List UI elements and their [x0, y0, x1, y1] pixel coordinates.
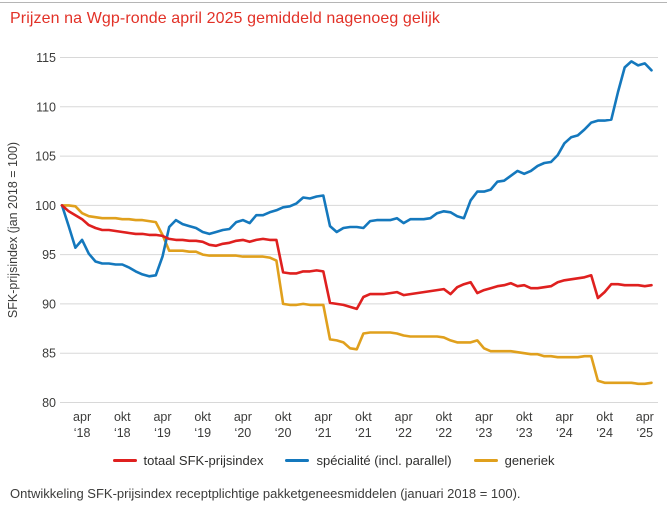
x-tick-label: okt	[435, 410, 452, 424]
x-tick-label: okt	[516, 410, 533, 424]
x-tick-label: ‘19	[194, 426, 211, 440]
x-tick-label: okt	[114, 410, 131, 424]
y-tick-label: 115	[36, 51, 56, 65]
y-tick-label: 105	[35, 150, 56, 164]
top-divider	[0, 2, 667, 3]
x-tick-label: ‘25	[636, 426, 653, 440]
x-tick-label: okt	[596, 410, 613, 424]
x-tick-label: ‘20	[235, 426, 252, 440]
y-tick-label: 95	[42, 248, 56, 262]
x-tick-label: ‘18	[74, 426, 91, 440]
x-tick-label: okt	[275, 410, 292, 424]
y-tick-label: 110	[36, 100, 56, 114]
x-tick-label: okt	[355, 410, 372, 424]
y-tick-label: 85	[42, 347, 56, 361]
legend-swatch	[112, 458, 137, 462]
series-line	[60, 204, 653, 386]
chart-title: Prijzen na Wgp-ronde april 2025 gemiddel…	[10, 10, 440, 27]
legend-swatch	[285, 458, 310, 462]
legend-item: generiek	[473, 452, 555, 468]
y-axis-title: SFK-prijsindex (jan 2018 = 100)	[6, 142, 20, 318]
x-tick-label: ‘22	[395, 426, 412, 440]
series-line	[60, 204, 653, 311]
x-tick-label: ‘23	[516, 426, 533, 440]
x-tick-label: ‘22	[435, 426, 452, 440]
legend: totaal SFK-prijsindex spécialité (incl. p…	[0, 450, 667, 470]
legend-label: generiek	[504, 452, 555, 468]
y-tick-label: 90	[42, 297, 56, 311]
x-tick-label: okt	[194, 410, 211, 424]
y-tick-label: 100	[35, 199, 56, 213]
x-tick-label: ‘21	[355, 426, 372, 440]
x-tick-label: apr	[73, 410, 91, 424]
x-tick-label: apr	[314, 410, 332, 424]
x-tick-label: apr	[153, 410, 171, 424]
legend-item: totaal SFK-prijsindex	[112, 452, 264, 468]
legend-item: spécialité (incl. parallel)	[285, 452, 452, 468]
x-tick-label: ‘21	[315, 426, 332, 440]
x-tick-label: ‘23	[476, 426, 493, 440]
legend-swatch	[473, 458, 498, 462]
x-tick-label: apr	[555, 410, 573, 424]
x-tick-label: ‘24	[596, 426, 613, 440]
x-tick-label: ‘20	[275, 426, 292, 440]
y-tick-label: 80	[42, 396, 56, 410]
x-tick-label: ‘19	[154, 426, 171, 440]
x-tick-label: apr	[234, 410, 252, 424]
chart-caption: Ontwikkeling SFK-prijsindex receptplicht…	[10, 486, 521, 501]
x-tick-label: ‘18	[114, 426, 131, 440]
legend-label: spécialité (incl. parallel)	[316, 452, 452, 468]
legend-label: totaal SFK-prijsindex	[143, 452, 264, 468]
x-tick-label: apr	[475, 410, 493, 424]
x-tick-label: ‘24	[556, 426, 573, 440]
series-line	[60, 60, 653, 278]
x-tick-label: apr	[395, 410, 413, 424]
x-tick-label: apr	[636, 410, 654, 424]
